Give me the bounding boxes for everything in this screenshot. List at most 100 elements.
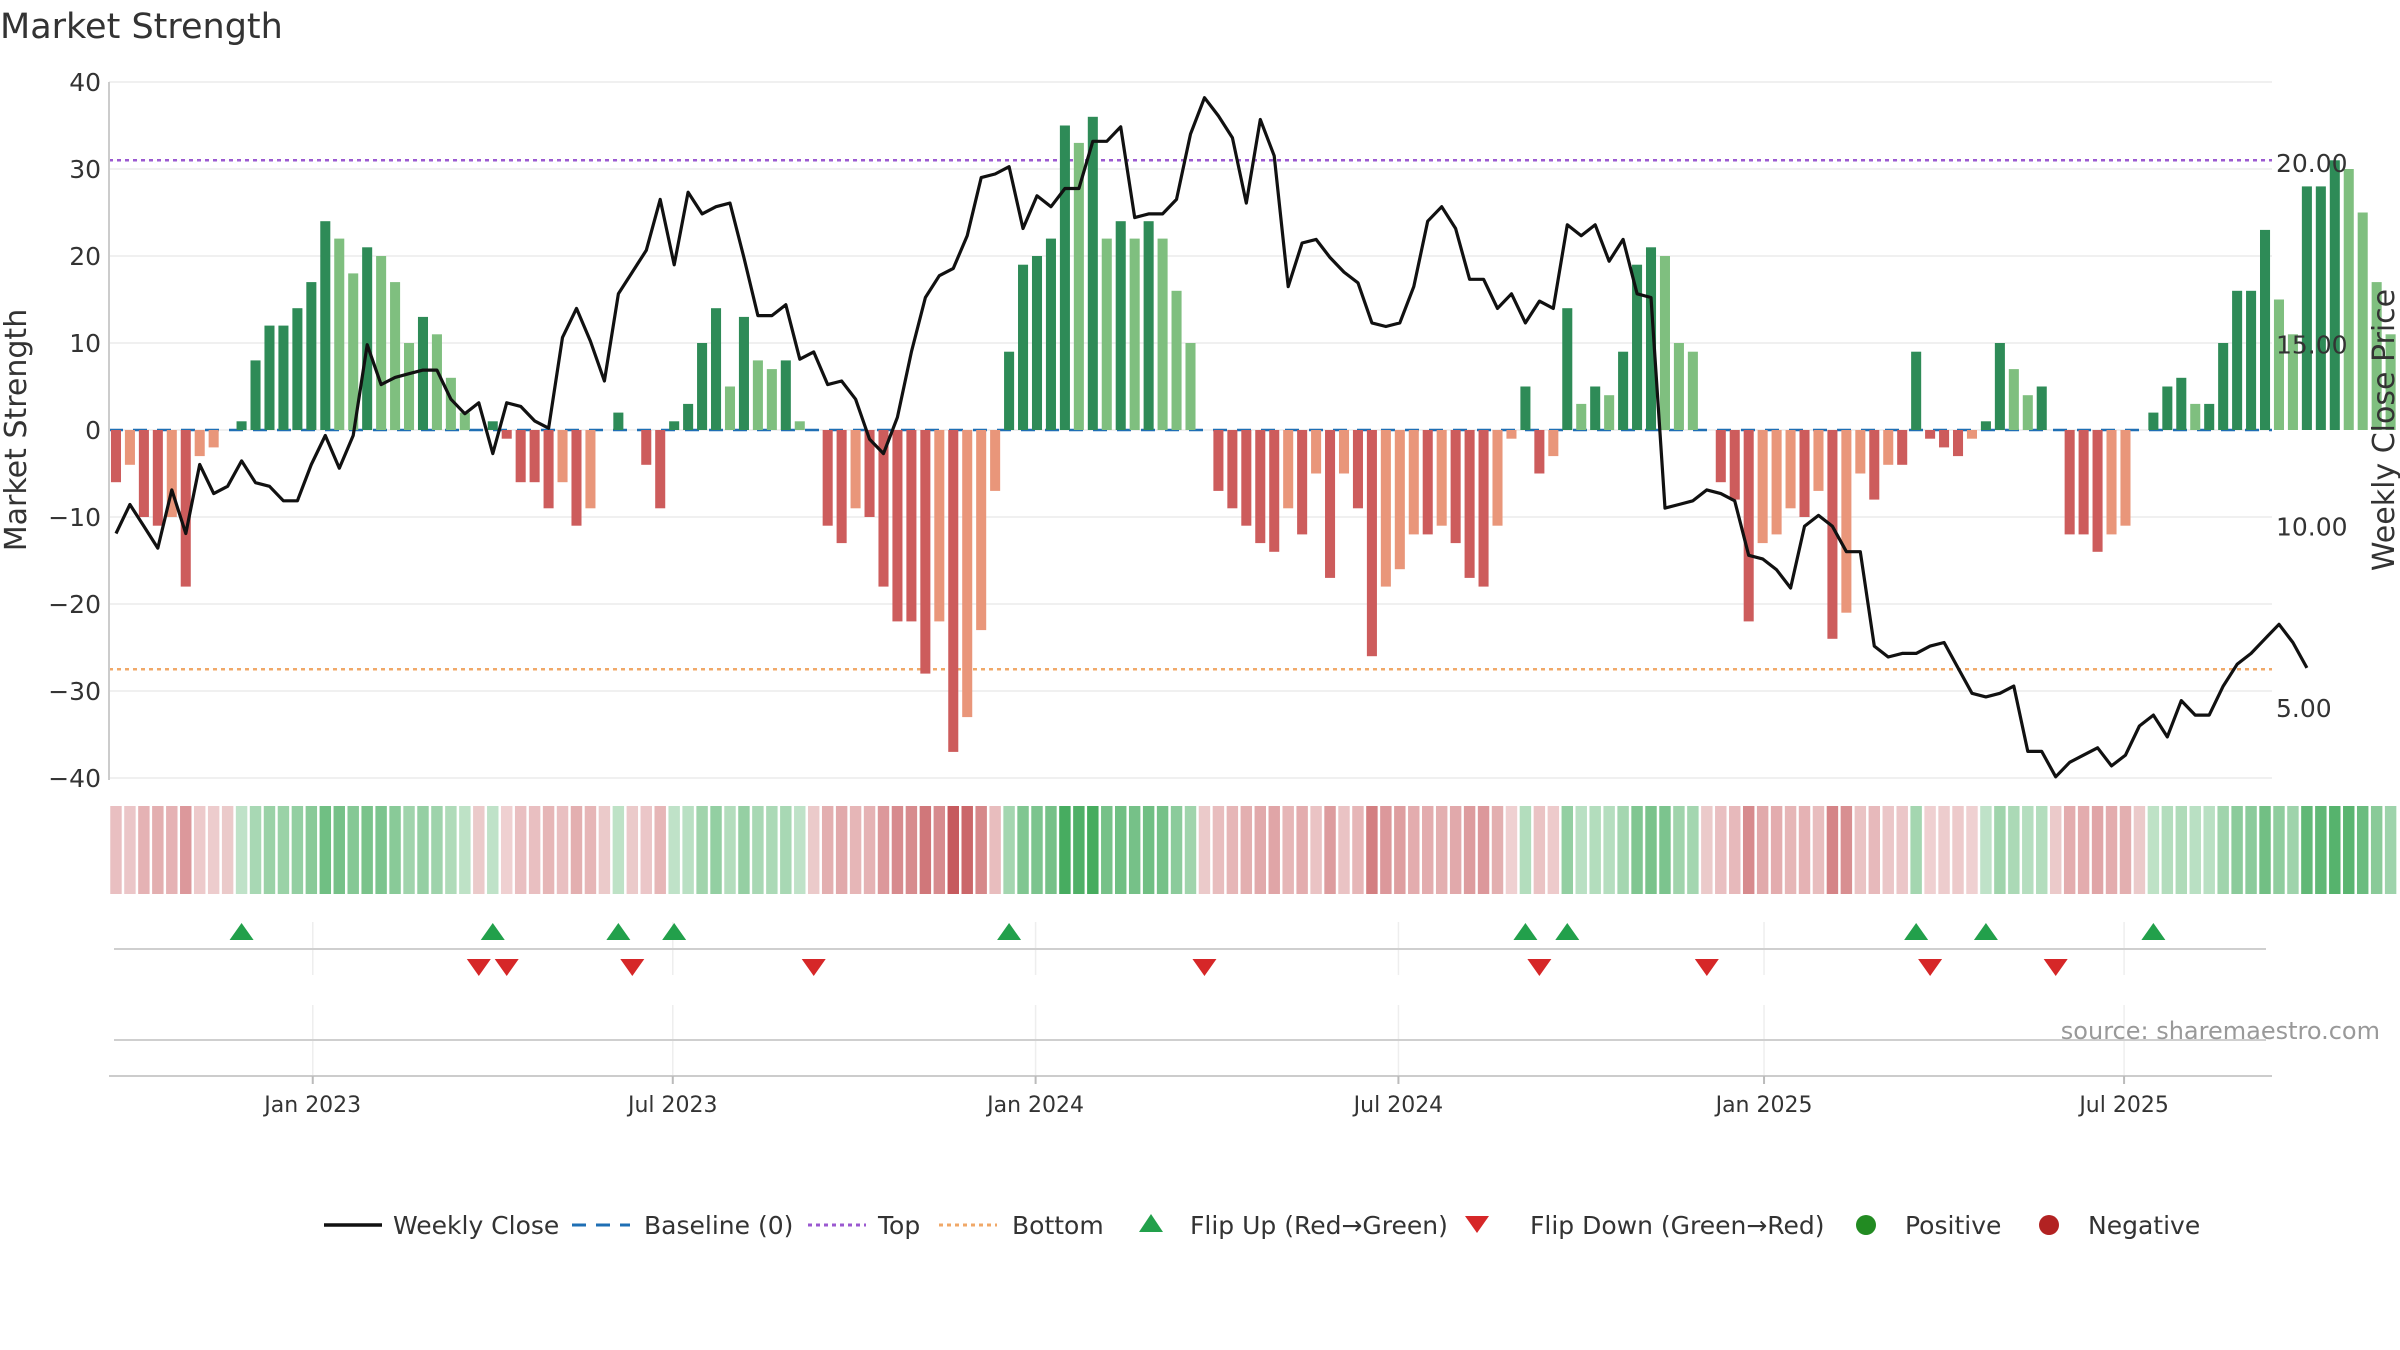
heat-cell — [1966, 806, 1978, 894]
strength-bar — [1590, 386, 1601, 430]
strength-bar — [1018, 264, 1029, 430]
heat-cell — [1589, 806, 1601, 894]
y-tick-label: 40 — [69, 68, 101, 97]
grid-lines — [109, 81, 2272, 1075]
legend-flip-up-icon — [1139, 1214, 1163, 1232]
heat-cell — [1212, 806, 1225, 894]
heat-cell — [277, 806, 290, 894]
heat-cell — [249, 806, 262, 894]
heat-cell — [2105, 806, 2118, 894]
x-tick-label: Jan 2023 — [262, 1093, 361, 1118]
strength-bar — [2008, 369, 2019, 430]
heat-cell — [752, 806, 764, 894]
heat-cell — [1756, 806, 1769, 894]
heat-cell — [1840, 806, 1853, 894]
heat-cell — [1882, 806, 1894, 894]
legend: Weekly Close Baseline (0) Top Bottom Fli… — [324, 1211, 2200, 1240]
heat-cell — [1826, 806, 1839, 894]
heat-cell — [514, 806, 527, 894]
heat-cell — [877, 806, 890, 894]
heat-cell — [2022, 806, 2034, 894]
heat-cell — [193, 806, 206, 894]
source-credit: source: sharemaestro.com — [2061, 1017, 2380, 1045]
strength-bar — [2218, 343, 2229, 430]
strength-heat-strip — [110, 806, 2397, 894]
heat-cell — [1812, 806, 1825, 894]
strength-bar — [2078, 430, 2089, 535]
y-axis-label: Market Strength — [0, 309, 34, 551]
strength-bar — [1715, 430, 1726, 483]
strength-bar — [878, 430, 889, 587]
heat-cell — [1547, 806, 1560, 894]
heat-cell — [1491, 806, 1504, 894]
strength-bar — [1548, 430, 1559, 457]
flip-down-marker — [1694, 959, 1719, 976]
heat-cell — [2259, 806, 2271, 894]
strength-bar — [1966, 430, 1977, 439]
strength-bar — [1604, 395, 1615, 430]
legend-positive-dot-icon — [1856, 1215, 1876, 1235]
heat-cell — [2329, 806, 2341, 894]
heat-cell — [1603, 806, 1615, 894]
strength-bar — [613, 412, 624, 430]
heat-cell — [2008, 806, 2020, 894]
flip-down-marker — [1192, 959, 1217, 976]
heat-cell — [1073, 806, 1085, 894]
strength-bar — [264, 325, 275, 430]
strength-bar — [2232, 290, 2243, 430]
strength-bar — [1241, 430, 1252, 526]
weekly-close-line — [114, 96, 2309, 779]
heat-cell — [542, 806, 555, 894]
flip-down-marker — [494, 959, 519, 976]
flip-up-marker — [606, 923, 631, 940]
heat-cell — [1240, 806, 1253, 894]
strength-bar — [1980, 421, 1991, 430]
strength-bar — [1283, 430, 1294, 509]
heat-cell — [2161, 806, 2174, 894]
heat-cell — [821, 806, 834, 894]
strength-bar — [571, 430, 582, 526]
heat-cell — [710, 806, 722, 894]
strength-bar — [1004, 351, 1015, 430]
strength-bar — [1297, 430, 1308, 535]
strength-bar — [1729, 430, 1740, 500]
strength-bar — [1436, 430, 1447, 526]
heat-cell — [640, 806, 652, 894]
heat-cell — [1645, 806, 1657, 894]
strength-bar — [208, 430, 219, 448]
strength-bar — [348, 273, 359, 430]
strength-bar — [180, 430, 191, 587]
heat-cell — [2049, 806, 2062, 894]
strength-bar — [166, 430, 177, 517]
heat-cell — [905, 806, 918, 894]
heat-cell — [1729, 806, 1741, 894]
flip-down-marker — [466, 959, 491, 976]
flip-up-marker — [997, 923, 1022, 940]
x-tick-label: Jul 2025 — [2077, 1093, 2169, 1118]
heat-cell — [2356, 806, 2369, 894]
heat-cell — [1449, 806, 1462, 894]
heat-cell — [2273, 806, 2285, 894]
heat-cell — [2203, 806, 2215, 894]
heat-cell — [2384, 806, 2397, 894]
heat-cell — [1994, 806, 2006, 894]
legend-flip-down: Flip Down (Green→Red) — [1530, 1211, 1825, 1240]
flip-down-marker — [1527, 959, 1552, 976]
heat-cell — [1505, 806, 1518, 894]
strength-bar — [864, 430, 875, 517]
flip-up-marker — [1513, 923, 1538, 940]
heat-cell — [1156, 806, 1169, 894]
heat-cell — [2287, 806, 2299, 894]
strength-bar — [822, 430, 833, 526]
heat-cell — [1952, 806, 1964, 894]
strength-bar — [334, 238, 345, 430]
strength-bar — [515, 430, 526, 483]
strength-bar — [2162, 386, 2173, 430]
strength-bar — [1492, 430, 1503, 526]
heat-cell — [570, 806, 583, 894]
strength-bar — [948, 430, 959, 752]
heat-cell — [1687, 806, 1699, 894]
strength-bar — [752, 360, 763, 430]
heat-cell — [207, 806, 220, 894]
strength-bar — [683, 403, 694, 430]
